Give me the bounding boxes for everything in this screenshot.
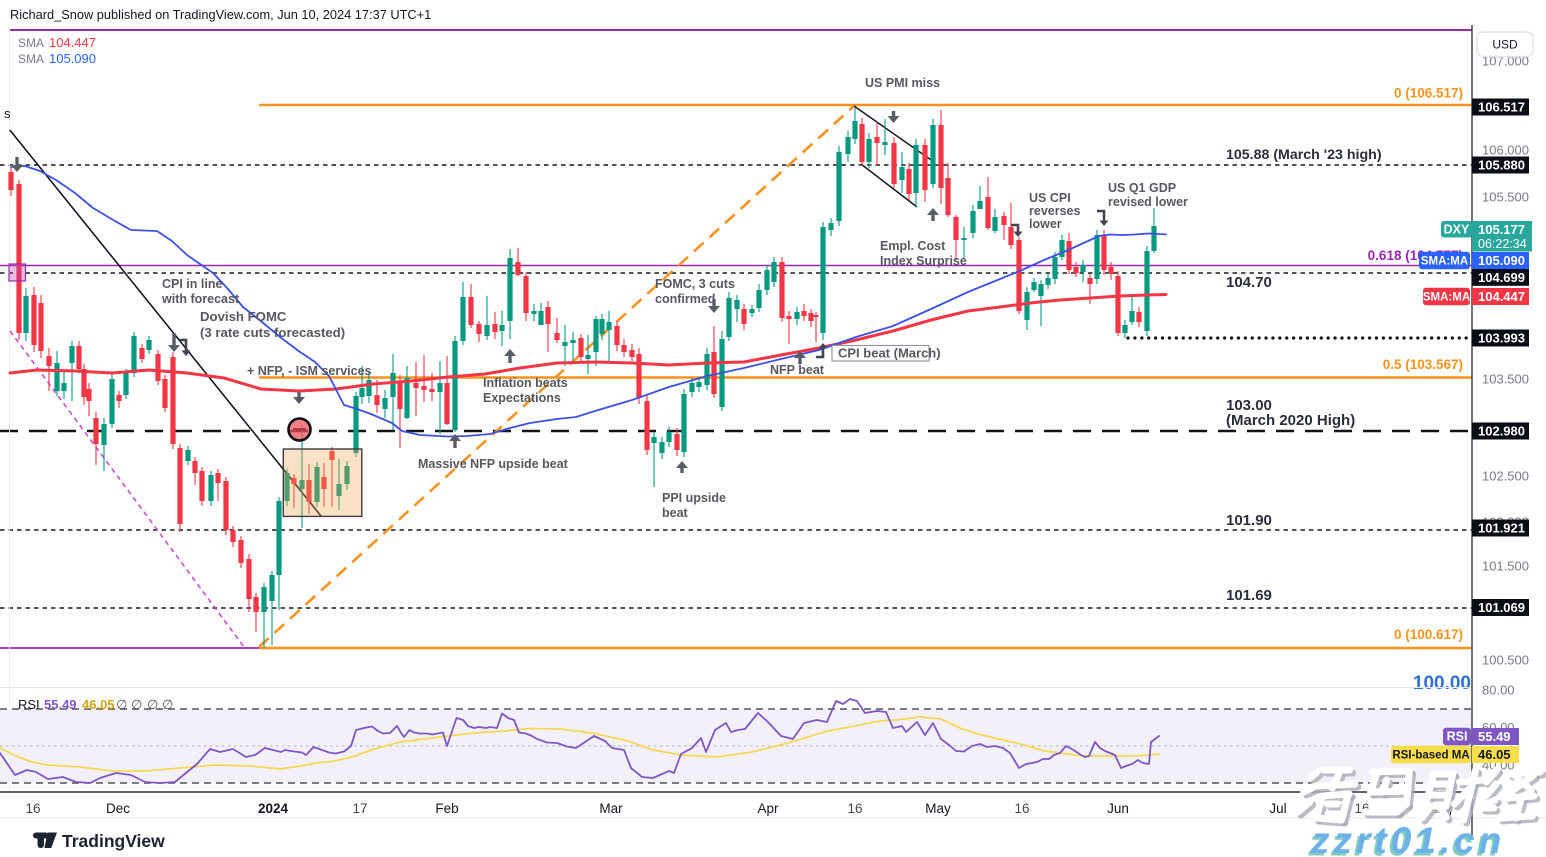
svg-text:Dovish FOMC: Dovish FOMC	[200, 309, 287, 324]
svg-text:104.447: 104.447	[1478, 289, 1525, 304]
svg-text:106.517: 106.517	[1478, 100, 1525, 115]
svg-text:RSI: RSI	[18, 697, 40, 712]
svg-text:Index Surprise: Index Surprise	[880, 254, 967, 268]
svg-text:0.5 (103.567): 0.5 (103.567)	[1383, 357, 1463, 372]
svg-text:∅: ∅	[131, 697, 142, 712]
svg-text:105.88 (March '23 high): 105.88 (March '23 high)	[1226, 147, 1382, 163]
svg-text:100.00: 100.00	[1413, 673, 1471, 694]
svg-text:17: 17	[352, 801, 367, 816]
svg-text:(March 2020 High): (March 2020 High)	[1226, 412, 1355, 429]
svg-text:104.699: 104.699	[1478, 270, 1525, 285]
svg-text:US Q1 GDP: US Q1 GDP	[1108, 181, 1176, 195]
svg-text:80.00: 80.00	[1482, 683, 1515, 698]
svg-text:55.49: 55.49	[44, 697, 77, 712]
svg-text:102.500: 102.500	[1482, 469, 1529, 484]
svg-text:Jul: Jul	[1269, 801, 1286, 816]
svg-text:46.05: 46.05	[1478, 747, 1511, 762]
svg-text:103.993: 103.993	[1478, 331, 1525, 346]
svg-text:105.090: 105.090	[1478, 253, 1525, 268]
svg-text:Empl. Cost: Empl. Cost	[880, 239, 946, 253]
svg-text:102.980: 102.980	[1478, 424, 1525, 439]
svg-text:SMA: SMA	[18, 52, 44, 66]
svg-text:Richard_Snow published on Trad: Richard_Snow published on TradingView.co…	[10, 7, 431, 22]
svg-text:101.921: 101.921	[1478, 521, 1525, 536]
svg-text:PPI upside: PPI upside	[662, 491, 726, 505]
svg-text:104.70: 104.70	[1226, 274, 1272, 291]
svg-text:2024: 2024	[258, 801, 289, 816]
svg-text:Expectations: Expectations	[483, 391, 561, 405]
svg-text:06:22:34: 06:22:34	[1478, 237, 1527, 251]
svg-text:Jun: Jun	[1107, 801, 1129, 816]
svg-text:reverses: reverses	[1029, 204, 1080, 218]
svg-text:SMA:MA: SMA:MA	[1423, 292, 1470, 304]
svg-text:105.090: 105.090	[49, 51, 96, 66]
svg-text:revised lower: revised lower	[1108, 195, 1188, 209]
svg-text:(3 rate cuts forecasted): (3 rate cuts forecasted)	[200, 325, 345, 340]
svg-text:SMA:MA: SMA:MA	[1421, 256, 1468, 268]
svg-text:105.500: 105.500	[1482, 190, 1529, 205]
svg-text:104.447: 104.447	[49, 35, 96, 50]
svg-text:105.880: 105.880	[1478, 158, 1525, 173]
svg-text:103.500: 103.500	[1482, 372, 1529, 387]
svg-text:US CPI: US CPI	[1029, 191, 1071, 205]
svg-text:RSI-based MA: RSI-based MA	[1392, 750, 1469, 762]
svg-text:zzrt01.cn: zzrt01.cn	[1310, 820, 1505, 857]
svg-text:106.000: 106.000	[1482, 143, 1529, 158]
svg-text:0 (106.517): 0 (106.517)	[1394, 86, 1463, 101]
svg-text:Feb: Feb	[435, 801, 458, 816]
svg-text:SMA: SMA	[18, 36, 44, 50]
svg-text:101.69: 101.69	[1226, 587, 1272, 604]
svg-text:105.177: 105.177	[1478, 222, 1525, 237]
svg-text:46.05: 46.05	[82, 697, 115, 712]
svg-text:101.500: 101.500	[1482, 559, 1529, 574]
svg-text:DXY: DXY	[1444, 223, 1470, 237]
svg-text:16: 16	[1014, 801, 1029, 816]
svg-text:Mar: Mar	[599, 801, 623, 816]
svg-text:lower: lower	[1029, 217, 1062, 231]
svg-text:Apr: Apr	[757, 801, 779, 816]
svg-text:0 (100.617): 0 (100.617)	[1394, 627, 1463, 642]
svg-text:FOMC, 3 cuts: FOMC, 3 cuts	[655, 277, 735, 291]
svg-text:16: 16	[25, 801, 40, 816]
svg-text:with forecast: with forecast	[161, 292, 240, 306]
svg-text:Dec: Dec	[106, 801, 130, 816]
svg-text:TradingView: TradingView	[62, 831, 165, 851]
svg-text:16: 16	[847, 801, 862, 816]
svg-text:∅: ∅	[116, 697, 127, 712]
svg-text:101.069: 101.069	[1478, 600, 1525, 615]
svg-text:∅: ∅	[162, 697, 173, 712]
svg-text:confirmed: confirmed	[655, 292, 715, 306]
svg-text:May: May	[925, 801, 951, 816]
svg-text:Massive NFP upside beat: Massive NFP upside beat	[418, 457, 569, 471]
svg-text:zzrt01.cn: zzrt01.cn	[1308, 823, 1503, 857]
svg-text:beat: beat	[662, 506, 689, 520]
svg-text:+ NFP, - ISM services: + NFP, - ISM services	[247, 364, 372, 378]
svg-text:US PMI miss: US PMI miss	[865, 76, 940, 90]
svg-text:RSI: RSI	[1447, 730, 1468, 744]
svg-text:NFP beat: NFP beat	[770, 363, 825, 377]
svg-text:55.49: 55.49	[1478, 729, 1511, 744]
svg-text:100.500: 100.500	[1482, 653, 1529, 668]
svg-text:s: s	[4, 106, 11, 121]
svg-text:CPI beat (March): CPI beat (March)	[838, 346, 941, 361]
svg-text:Inflation beats: Inflation beats	[483, 376, 568, 390]
svg-text:103.00: 103.00	[1226, 397, 1272, 414]
svg-text:∅: ∅	[147, 697, 158, 712]
svg-text:USD: USD	[1492, 38, 1518, 52]
svg-text:101.90: 101.90	[1226, 512, 1272, 529]
svg-text:CPI in line: CPI in line	[162, 277, 222, 291]
